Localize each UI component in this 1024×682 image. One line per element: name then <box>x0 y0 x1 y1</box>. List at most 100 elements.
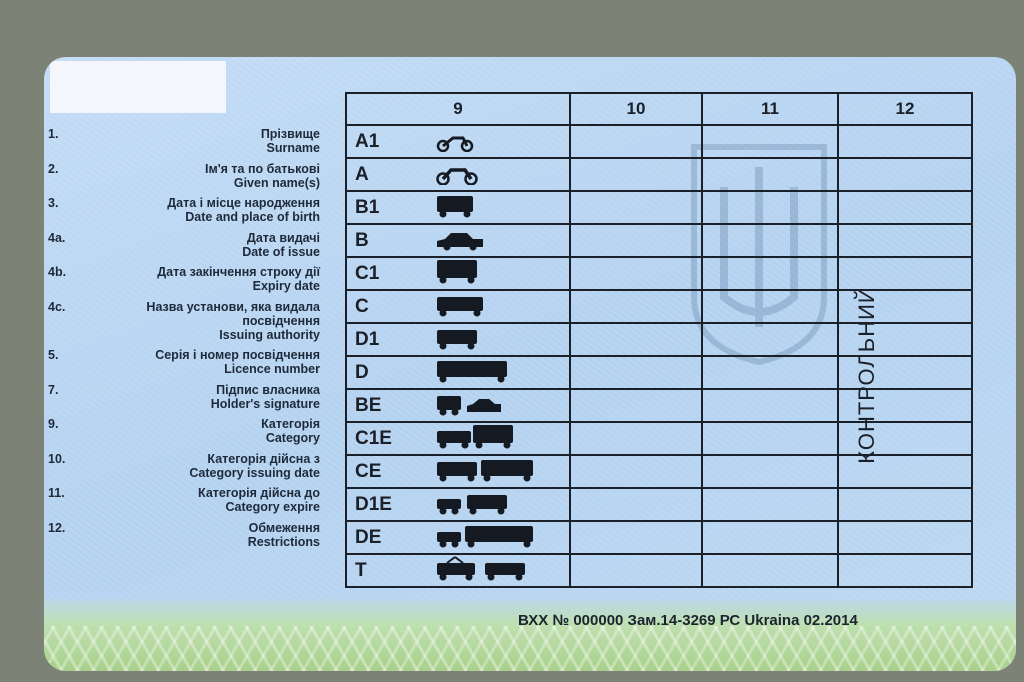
icon-cell <box>435 421 571 456</box>
field-en: Date and place of birth <box>185 210 320 224</box>
bus-trailer-icon <box>437 526 533 548</box>
category-code: CE <box>345 454 435 489</box>
field-text: Категорія дійсна до Category expire <box>80 486 320 514</box>
car-trailer-icon <box>437 396 501 416</box>
field-en: Category expire <box>225 500 320 514</box>
field-number: 11. <box>48 486 65 500</box>
category-row: D1 <box>345 322 973 357</box>
field-label: 3. Дата і місце народження Date and place … <box>48 196 320 224</box>
icon-cell <box>435 223 571 258</box>
field-en: Issuing authority <box>219 327 320 342</box>
category-row: BE <box>345 388 973 423</box>
field-uk: Дата закінчення строку дії <box>157 265 320 279</box>
field-text: Категорія дійсна з Category issuing date <box>80 452 320 480</box>
icon-cell <box>435 487 571 522</box>
category-row: CE <box>345 454 973 489</box>
restrictions-cell <box>837 520 973 555</box>
field-en: Date of issue <box>242 244 320 259</box>
field-label: 4b. Дата закінчення строку дії Expiry date <box>48 265 320 293</box>
field-text: Назва установи, яка видала посвідчення Is… <box>80 300 320 342</box>
field-text: Підпис власника Holder's signature <box>80 383 320 411</box>
field-uk: Обмеження <box>248 520 320 535</box>
icon-cell <box>435 256 571 291</box>
blank-field <box>50 61 226 113</box>
category-row: B1 <box>345 190 973 225</box>
category-code: C1 <box>345 256 435 291</box>
category-row: B <box>345 223 973 258</box>
category-row: A1 <box>345 124 973 159</box>
field-uk: Підпис власника <box>216 382 320 397</box>
issue-date-cell <box>569 190 703 225</box>
category-code: D1E <box>345 487 435 522</box>
expiry-date-cell <box>701 553 839 588</box>
issue-date-cell <box>569 355 703 390</box>
field-en: Category <box>265 431 320 445</box>
issue-date-cell <box>569 487 703 522</box>
issue-date-cell <box>569 520 703 555</box>
field-text: Категорія Category <box>80 417 320 445</box>
field-text: Ім'я та по батькові Given name(s) <box>80 162 320 190</box>
field-label: 9. Категорія Category <box>48 417 320 445</box>
license-card: 1. Прізвище Surname 2. Ім'я та по батькові Gi… <box>44 57 1016 671</box>
restrictions-cell <box>837 388 973 423</box>
field-number: 7. <box>48 382 59 397</box>
field-label: 4c. Назва установи, яка видала посвідченн… <box>48 300 320 342</box>
field-uk: Категорія <box>261 417 320 431</box>
header-9: 9 <box>345 92 571 126</box>
restrictions-cell <box>837 454 973 489</box>
icon-cell <box>435 289 571 324</box>
field-label: 4a. Дата видачі Date of issue <box>48 231 320 259</box>
expiry-date-cell <box>701 124 839 159</box>
issue-date-cell <box>569 256 703 291</box>
icon-cell <box>435 388 571 423</box>
field-text: Прізвище Surname <box>80 127 320 155</box>
field-legend: 1. Прізвище Surname 2. Ім'я та по батькові Gi… <box>48 127 320 555</box>
expiry-date-cell <box>701 190 839 225</box>
field-text: Дата закінчення строку дії Expiry date <box>80 265 320 293</box>
icon-cell <box>435 124 571 159</box>
field-label: 11. Категорія дійсна до Category expire <box>48 486 320 514</box>
motorcycle-icon <box>436 168 478 186</box>
field-en: Given name(s) <box>233 175 320 190</box>
category-code: C1E <box>345 421 435 456</box>
expiry-date-cell <box>701 256 839 291</box>
issue-date-cell <box>569 553 703 588</box>
category-code: A1 <box>345 124 435 159</box>
restrictions-cell <box>837 190 973 225</box>
category-row: C1 <box>345 256 973 291</box>
expiry-date-cell <box>701 487 839 522</box>
category-row: A <box>345 157 973 192</box>
field-number: 5. <box>48 348 59 362</box>
field-en: Holder's signature <box>210 396 320 411</box>
field-en: Category issuing date <box>189 465 320 480</box>
category-code: B1 <box>345 190 435 225</box>
expiry-date-cell <box>701 355 839 390</box>
icon-cell <box>435 190 571 225</box>
issue-date-cell <box>569 454 703 489</box>
large-truck-trailer-icon <box>437 460 533 482</box>
category-row: C1E <box>345 421 973 456</box>
restrictions-cell <box>837 256 973 291</box>
field-en: Restrictions <box>247 534 320 549</box>
security-band <box>44 599 1016 671</box>
field-number: 4a. <box>48 230 66 245</box>
issue-date-cell <box>569 289 703 324</box>
category-code: DE <box>345 520 435 555</box>
moped-icon <box>436 136 474 153</box>
field-number: 1. <box>48 127 59 141</box>
category-table: 9 10 11 12 A1 A B1 B C1 C D1 D BE C1E CE D1E DE T <box>345 92 973 588</box>
field-uk: Дата видачі <box>246 230 320 245</box>
field-number: 9. <box>48 417 59 431</box>
truck-trailer-icon <box>437 425 513 449</box>
expiry-date-cell <box>701 388 839 423</box>
restrictions-cell <box>837 289 973 324</box>
tram-trolleybus-icon <box>437 556 525 581</box>
issue-date-cell <box>569 421 703 456</box>
bus-icon <box>437 361 507 383</box>
issue-date-cell <box>569 157 703 192</box>
header-11: 11 <box>701 92 839 126</box>
field-number: 2. <box>48 161 59 176</box>
field-number: 10. <box>48 451 66 466</box>
car-icon <box>437 233 483 251</box>
restrictions-cell <box>837 223 973 258</box>
